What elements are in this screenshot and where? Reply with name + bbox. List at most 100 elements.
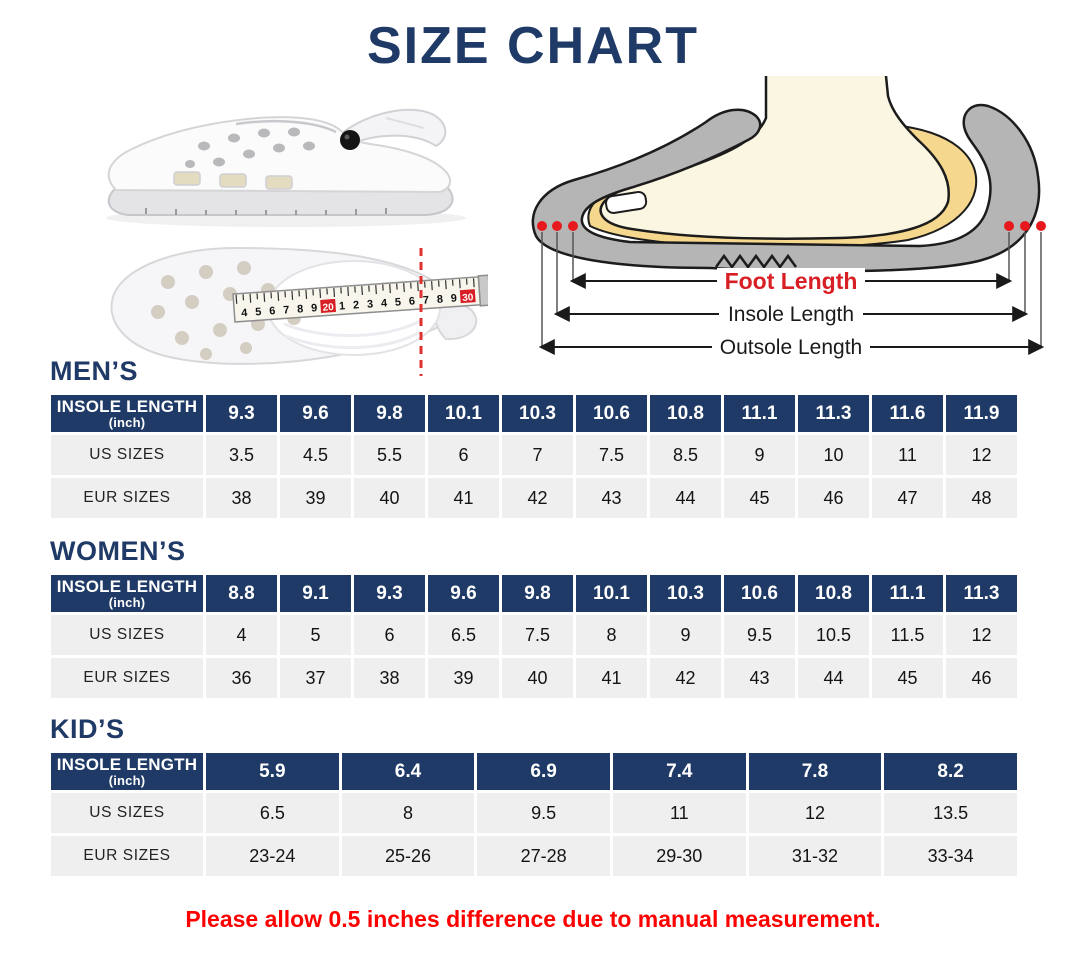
size-row-label: EUR SIZES <box>51 478 203 518</box>
size-value-cell: 8 <box>576 615 647 655</box>
tape-number: 9 <box>311 302 318 314</box>
insole-length-value: 11.1 <box>872 575 943 612</box>
guide-lines <box>541 232 1042 347</box>
size-value-cell: 27-28 <box>477 836 610 876</box>
insole-length-header-cell: INSOLE LENGTH (inch) <box>51 575 203 612</box>
size-value-cell: 40 <box>354 478 425 518</box>
tape-number: 20 <box>322 302 334 314</box>
insole-length-value: 9.8 <box>502 575 573 612</box>
insole-length-value: 9.1 <box>280 575 351 612</box>
size-value-cell: 13.5 <box>884 793 1017 833</box>
size-value-cell: 23-24 <box>206 836 339 876</box>
insole-length-value: 10.6 <box>576 395 647 432</box>
insole-length-value: 10.8 <box>650 395 721 432</box>
size-value-cell: 38 <box>206 478 277 518</box>
size-value-cell: 39 <box>428 658 499 698</box>
insole-length-header-cell: INSOLE LENGTH (inch) <box>51 395 203 432</box>
insole-length-value: 6.9 <box>477 753 610 790</box>
tape-number: 5 <box>395 296 402 308</box>
size-value-cell: 5 <box>280 615 351 655</box>
insole-length-value: 9.3 <box>206 395 277 432</box>
size-value-cell: 4.5 <box>280 435 351 475</box>
size-value-cell: 39 <box>280 478 351 518</box>
size-value-cell: 6.5 <box>206 793 339 833</box>
size-value-cell: 9 <box>724 435 795 475</box>
section-heading-kids: KID’S <box>50 714 125 744</box>
size-value-cell: 33-34 <box>884 836 1017 876</box>
tape-number: 6 <box>269 305 276 317</box>
measurement-note: Please allow 0.5 inches difference due t… <box>185 906 881 932</box>
insole-length-arrow: Insole Length <box>553 302 1029 327</box>
size-value-cell: 10 <box>798 435 869 475</box>
size-row-label: EUR SIZES <box>51 836 203 876</box>
measurement-dots <box>537 221 1046 231</box>
measuring-tape: 4 5 6 7 8 9 20 1 2 3 4 5 6 7 8 9 30 <box>232 274 488 323</box>
outsole-length-arrow: Outsole Length <box>538 335 1045 360</box>
shoe-outline <box>531 103 1041 273</box>
size-value-cell: 45 <box>872 658 943 698</box>
size-value-cell: 8.5 <box>650 435 721 475</box>
size-value-cell: 5.5 <box>354 435 425 475</box>
clog-side-view <box>106 108 466 227</box>
size-value-cell: 3.5 <box>206 435 277 475</box>
clog-side-holes <box>185 127 315 168</box>
tape-number: 30 <box>462 292 474 304</box>
size-value-cell: 44 <box>650 478 721 518</box>
size-value-cell: 12 <box>946 615 1017 655</box>
size-value-cell: 43 <box>576 478 647 518</box>
size-value-cell: 11 <box>612 793 746 833</box>
insole-length-value: 5.9 <box>206 753 339 790</box>
tape-number: 7 <box>422 294 429 306</box>
insole-length-value: 8.8 <box>206 575 277 612</box>
size-value-cell: 45 <box>724 478 795 518</box>
insole-length-label: Insole Length <box>728 303 854 326</box>
section-heading-mens: MEN’S <box>50 356 139 386</box>
size-value-cell: 46 <box>798 478 869 518</box>
size-value-cell: 48 <box>946 478 1017 518</box>
size-value-cell: 40 <box>502 658 573 698</box>
insole-length-value: 11.1 <box>724 395 795 432</box>
insole-length-value: 10.3 <box>650 575 721 612</box>
size-value-cell: 7.5 <box>502 615 573 655</box>
size-row-label: US SIZES <box>51 615 203 655</box>
clog-side-vents <box>173 171 293 190</box>
size-value-cell: 46 <box>946 658 1017 698</box>
foot-measurement-diagram: Foot Length Insole Length Outsole Length <box>531 76 1046 360</box>
insole-length-value: 11.6 <box>872 395 943 432</box>
size-value-cell: 42 <box>502 478 573 518</box>
size-value-cell: 4 <box>206 615 277 655</box>
clog-shoes-illustration: 4 5 6 7 8 9 20 1 2 3 4 5 6 7 8 9 30 <box>106 108 488 376</box>
insole-length-value: 10.8 <box>798 575 869 612</box>
tape-number: 8 <box>436 293 443 305</box>
insole-length-value: 6.4 <box>341 753 475 790</box>
insole-length-value: 10.1 <box>576 575 647 612</box>
size-value-cell: 9.5 <box>477 793 610 833</box>
size-value-cell: 47 <box>872 478 943 518</box>
tape-number: 8 <box>297 303 304 315</box>
size-value-cell: 42 <box>650 658 721 698</box>
size-value-cell: 12 <box>748 793 882 833</box>
size-value-cell: 11.5 <box>872 615 943 655</box>
clog-top-view: 4 5 6 7 8 9 20 1 2 3 4 5 6 7 8 9 30 <box>110 246 488 376</box>
womens-size-table: INSOLE LENGTH (inch) 8.8 9.1 9.3 9.6 9.8 10.1 10… <box>48 572 1020 701</box>
size-value-cell: 12 <box>946 435 1017 475</box>
foot-length-label: Foot Length <box>725 268 858 294</box>
insole-length-value: 9.3 <box>354 575 425 612</box>
size-value-cell: 37 <box>280 658 351 698</box>
kids-size-table: INSOLE LENGTH (inch) 5.9 6.4 6.9 7.4 7.8 8.2 US … <box>48 750 1020 879</box>
tape-number: 3 <box>367 298 374 310</box>
size-row-label: US SIZES <box>51 793 203 833</box>
insole-length-value: 7.8 <box>748 753 882 790</box>
foot-length-arrow: Foot Length <box>569 268 1013 295</box>
size-value-cell: 8 <box>341 793 475 833</box>
size-value-cell: 36 <box>206 658 277 698</box>
size-value-cell: 44 <box>798 658 869 698</box>
outsole-length-label: Outsole Length <box>720 336 862 359</box>
size-row-label: EUR SIZES <box>51 658 203 698</box>
section-heading-womens: WOMEN’S <box>50 536 186 566</box>
size-value-cell: 7.5 <box>576 435 647 475</box>
tape-number: 4 <box>381 297 389 309</box>
size-value-cell: 31-32 <box>748 836 882 876</box>
insole-length-value: 10.3 <box>502 395 573 432</box>
